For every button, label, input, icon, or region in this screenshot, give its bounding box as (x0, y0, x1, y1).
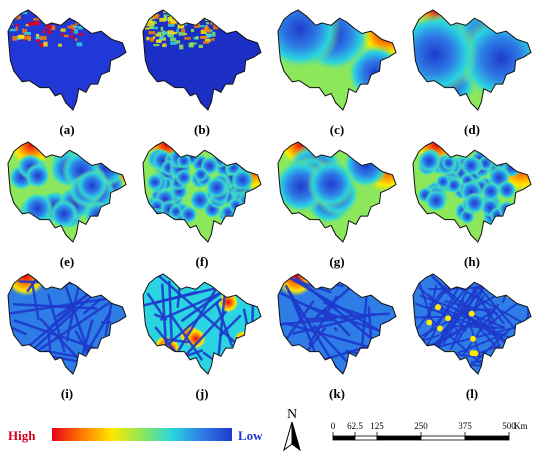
scale-bar-segment (421, 436, 465, 440)
legend-color-ramp (52, 428, 232, 441)
panel-label: (e) (60, 254, 74, 269)
map-fill (413, 122, 550, 262)
map-fill (274, 122, 415, 262)
map-panel: (f) (143, 122, 280, 269)
panel-label: (k) (329, 386, 345, 401)
north-arrow: N (284, 407, 300, 450)
map-panel: (c) (259, 0, 415, 137)
north-arrow-left-half (284, 422, 292, 450)
scale-bar-segment (465, 436, 509, 440)
north-arrow-right-half (292, 422, 300, 450)
panel-label: (b) (194, 122, 210, 137)
panel-label: (c) (330, 122, 344, 137)
panel-label: (i) (61, 386, 73, 401)
scale-bar-tick-label: 125 (370, 421, 384, 431)
panel-label: (j) (196, 386, 209, 401)
map-panel: (i) (6, 256, 126, 401)
map-panel: (e) (8, 122, 145, 269)
map-fill (412, 274, 531, 394)
map-fill (143, 274, 261, 394)
map-panel: (b) (143, 10, 261, 137)
scale-bar-tick-label: 375 (458, 421, 472, 431)
panel-label: (g) (329, 254, 344, 269)
map-panel: (h) (413, 122, 550, 269)
map-panel: (d) (392, 0, 549, 137)
map-panel: (j) (143, 274, 261, 401)
scale-bar-unit: Km (514, 421, 528, 431)
map-panel: (a) (8, 10, 126, 137)
panel-label: (a) (59, 122, 74, 137)
scale-bar-segment (377, 436, 421, 440)
scale-bar-tick-label: 0 (331, 421, 336, 431)
map-panel: (k) (276, 256, 396, 401)
panel-label: (d) (464, 122, 480, 137)
scale-bar-segment (355, 436, 377, 440)
map-fill (143, 10, 261, 130)
panel-label: (l) (466, 386, 478, 401)
panel-label: (h) (464, 254, 480, 269)
legend-high-label: High (8, 428, 36, 443)
map-fill (8, 10, 126, 130)
north-arrow-label: N (287, 407, 297, 422)
scale-bar-tick-label: 250 (414, 421, 428, 431)
legend-low-label: Low (238, 428, 263, 443)
map-panel: (g) (274, 122, 415, 269)
scale-bar-tick-label: 62.5 (347, 421, 363, 431)
map-fill (143, 122, 280, 262)
map-fill (392, 0, 549, 130)
panel-label: (f) (196, 254, 209, 269)
map-panel: (l) (412, 274, 531, 401)
scale-bar-segment (333, 436, 355, 440)
color-legend: High Low (8, 428, 263, 443)
map-fill (8, 122, 145, 262)
